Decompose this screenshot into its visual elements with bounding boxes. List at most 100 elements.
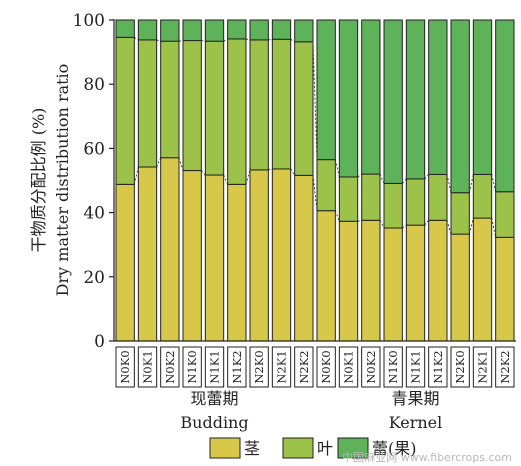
category-box-2 [137, 346, 158, 388]
connector-2-6 [245, 38, 251, 41]
y-tick-label-4: 60 [83, 139, 105, 159]
y-tick-label-2: 20 [83, 268, 105, 288]
bar-segment-1-1 [115, 183, 135, 342]
connector-1-11 [357, 219, 362, 222]
connector-1-17 [491, 217, 497, 238]
connector-2-1 [134, 36, 139, 41]
bar-segment-2-17 [472, 173, 493, 219]
bar-segment-2-15 [428, 173, 448, 221]
bars-layer [115, 19, 515, 342]
connector-1-9 [312, 175, 318, 211]
category-box-17 [472, 346, 493, 388]
bar-segment-3-18 [495, 19, 515, 193]
category-label-2: N0K1 [141, 350, 155, 383]
connector-1-15 [446, 220, 452, 235]
legend: 茎 叶 蕾(果) [209, 437, 417, 459]
connector-2-17 [491, 174, 497, 192]
category-box-18 [495, 346, 515, 388]
connector-2-5 [223, 38, 228, 42]
bar-segment-3-17 [472, 19, 493, 175]
connector-1-2 [156, 157, 162, 168]
axes-layer [109, 19, 516, 342]
group-label-cn-2: 青果期 [391, 389, 439, 408]
bar-segment-2-14 [405, 178, 426, 226]
bar-segment-1-14 [405, 224, 426, 342]
category-label-17: N2K1 [476, 350, 490, 383]
category-box-3 [160, 346, 180, 388]
y-axis-label: 干物质分配比例 (%) Dry matter distribution rati… [29, 64, 72, 297]
y-tick-label-5: 80 [83, 75, 105, 95]
y-tick-labels: 0 20 40 60 80 100 [73, 11, 105, 352]
bar-segment-3-3 [160, 19, 180, 42]
bar-segment-3-8 [271, 19, 292, 40]
bar-segment-1-17 [472, 217, 493, 342]
bar-segment-1-9 [294, 174, 314, 342]
bar-segment-3-13 [383, 19, 403, 184]
connector-1-6 [245, 169, 251, 185]
legend-swatch-2 [282, 437, 314, 459]
bar-segment-1-4 [182, 170, 202, 342]
bar-segment-3-10 [316, 19, 336, 161]
category-label-6: N1K2 [230, 350, 244, 383]
bar-segment-2-10 [316, 159, 336, 212]
category-box-1 [115, 346, 135, 388]
category-label-18: N2K2 [498, 350, 512, 383]
bar-segment-2-7 [249, 39, 269, 171]
category-label-14: N1K1 [409, 350, 423, 383]
bar-segment-2-4 [182, 40, 202, 172]
bar-segment-3-7 [249, 19, 269, 41]
category-label-7: N2K0 [252, 350, 266, 383]
bar-segment-2-6 [227, 38, 247, 185]
category-box-13 [383, 346, 403, 388]
group-label-cn-1: 现蕾期 [190, 389, 238, 408]
category-box-7 [249, 346, 269, 388]
category-box-8 [271, 346, 292, 388]
bar-segment-3-6 [227, 19, 247, 40]
bar-segment-2-12 [361, 173, 381, 221]
bar-segment-1-10 [316, 210, 336, 342]
bar-segment-3-15 [428, 19, 448, 175]
bar-segment-2-1 [115, 36, 135, 185]
group-label-en-1: Budding [180, 413, 248, 432]
legend-swatch-3 [337, 437, 369, 459]
category-box-12 [361, 346, 381, 388]
bar-segment-1-3 [160, 157, 180, 342]
connector-2-7 [268, 38, 273, 41]
connector-2-12 [379, 173, 385, 184]
category-labels: N0K0 N0K1 N0K2 N1K0 N1K1 N1K2 N2K0 N2K1 N2K2 N0K0… [115, 346, 515, 388]
category-label-16: N2K0 [453, 350, 467, 383]
connector-1-10 [334, 210, 340, 222]
category-box-16 [450, 346, 470, 388]
bar-segment-3-4 [182, 19, 202, 42]
connector-2-15 [446, 174, 452, 193]
category-label-9: N2K2 [297, 350, 311, 383]
bar-segment-3-16 [450, 19, 470, 194]
y-axis-label-en: Dry matter distribution ratio [53, 64, 72, 297]
category-label-11: N0K1 [342, 350, 356, 383]
category-label-10: N0K0 [319, 350, 333, 383]
category-box-11 [338, 346, 359, 388]
category-box-10 [316, 346, 336, 388]
y-tick-label-3: 40 [83, 204, 105, 224]
bar-segment-3-11 [338, 19, 359, 178]
watermark-text: 中国麻业网 www.fibercrops.com [342, 450, 512, 464]
connector-1-8 [290, 168, 296, 176]
connector-1-14 [424, 220, 430, 226]
category-label-15: N1K2 [431, 350, 445, 383]
legend-label-1: 茎 [244, 439, 260, 458]
legend-swatch-1 [209, 437, 241, 459]
bar-segment-1-8 [271, 168, 292, 342]
bar-segment-2-9 [294, 41, 314, 176]
group-labels: 现蕾期 Budding 青果期 Kernel [180, 389, 442, 432]
bar-segment-1-18 [495, 236, 515, 342]
group-label-en-2: Kernel [389, 413, 443, 432]
bar-segment-1-5 [204, 174, 225, 342]
bar-segment-2-11 [338, 176, 359, 222]
category-label-4: N1K0 [185, 350, 199, 383]
bar-segment-2-13 [383, 182, 403, 229]
category-box-14 [405, 346, 426, 388]
category-label-3: N0K2 [163, 350, 177, 383]
bar-segment-1-12 [361, 219, 381, 342]
bar-segment-3-9 [294, 19, 314, 43]
bar-segment-1-15 [428, 219, 448, 342]
